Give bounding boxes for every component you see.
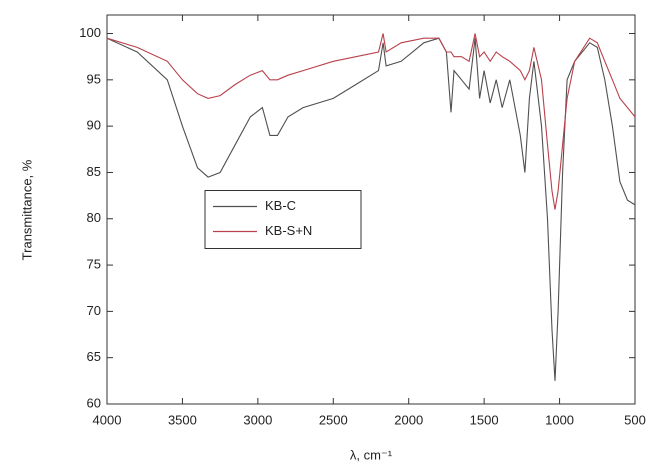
y-tick-label: 90 (87, 118, 101, 133)
x-tick-label: 500 (624, 412, 646, 427)
x-tick-label: 2000 (394, 412, 423, 427)
x-tick-label: 1500 (470, 412, 499, 427)
series-line (106, 37, 636, 381)
series-line (106, 33, 636, 210)
x-tick-label: 4000 (93, 412, 122, 427)
y-tick-label: 70 (87, 303, 101, 318)
y-tick-label: 75 (87, 257, 101, 272)
x-tick-label: 3000 (243, 412, 272, 427)
x-axis-label: λ, cm⁻¹ (350, 447, 393, 462)
x-tick-label: 3500 (168, 412, 197, 427)
x-tick-label: 1000 (545, 412, 574, 427)
y-tick-label: 65 (87, 349, 101, 364)
y-tick-label: 80 (87, 210, 101, 225)
y-tick-label: 85 (87, 164, 101, 179)
legend-box (204, 190, 362, 249)
plot-frame (106, 14, 636, 405)
x-tick-label: 2500 (319, 412, 348, 427)
legend: KB-C KB-S+N (204, 190, 362, 249)
y-axis-label: Transmittance, % (19, 159, 34, 260)
legend-label: KB-C (265, 198, 296, 213)
y-tick-label: 95 (87, 71, 101, 86)
y-tick-label: 60 (87, 395, 101, 410)
y-tick-label: 100 (79, 25, 101, 40)
legend-label: KB-S+N (265, 223, 312, 238)
